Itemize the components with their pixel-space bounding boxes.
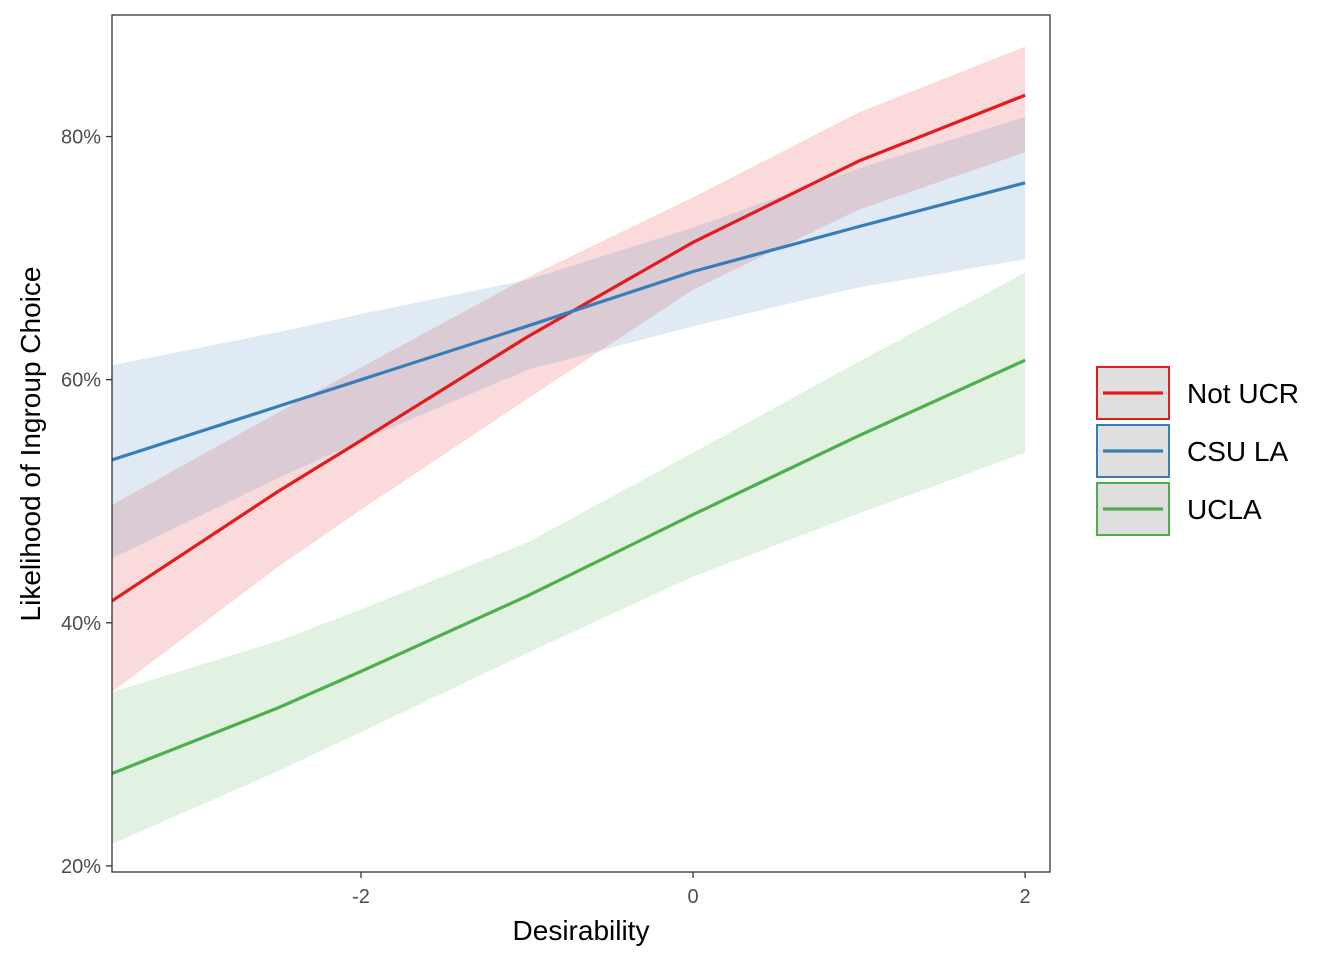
- legend-label: Not UCR: [1187, 378, 1299, 409]
- legend-item-not-ucr: Not UCR: [1096, 366, 1299, 420]
- y-tick-label: 20%: [61, 856, 101, 878]
- x-tick-label: 0: [687, 886, 698, 908]
- y-axis-title: Likelihood of Ingroup Choice: [15, 267, 46, 622]
- axes: 20% 40% 60% 80% -2 0 2: [61, 127, 1031, 908]
- legend: Not UCR CSU LA UCLA: [1096, 366, 1299, 536]
- y-tick-label: 60%: [61, 370, 101, 392]
- confidence-band-ucla: [112, 272, 1026, 844]
- x-axis-title: Desirability: [513, 915, 650, 946]
- series-lines: [111, 93, 1026, 775]
- legend-label: CSU LA: [1187, 436, 1288, 467]
- series-line-ucla: [111, 358, 1026, 775]
- y-tick-label: 80%: [61, 127, 101, 149]
- x-tick-label: -2: [352, 886, 370, 908]
- y-tick-label: 40%: [61, 613, 101, 635]
- x-tick-label: 2: [1020, 886, 1031, 908]
- confidence-band-not-ucr: [112, 46, 1026, 693]
- legend-label: UCLA: [1187, 494, 1262, 525]
- legend-item-csu-la: CSU LA: [1096, 424, 1288, 478]
- confidence-band-csu-la: [112, 117, 1026, 559]
- confidence-bands: [112, 46, 1026, 844]
- series-line-not-ucr: [111, 93, 1026, 603]
- plot-panel-border: [111, 14, 1051, 873]
- legend-item-ucla: UCLA: [1096, 482, 1262, 536]
- series-line-csu-la: [111, 181, 1026, 462]
